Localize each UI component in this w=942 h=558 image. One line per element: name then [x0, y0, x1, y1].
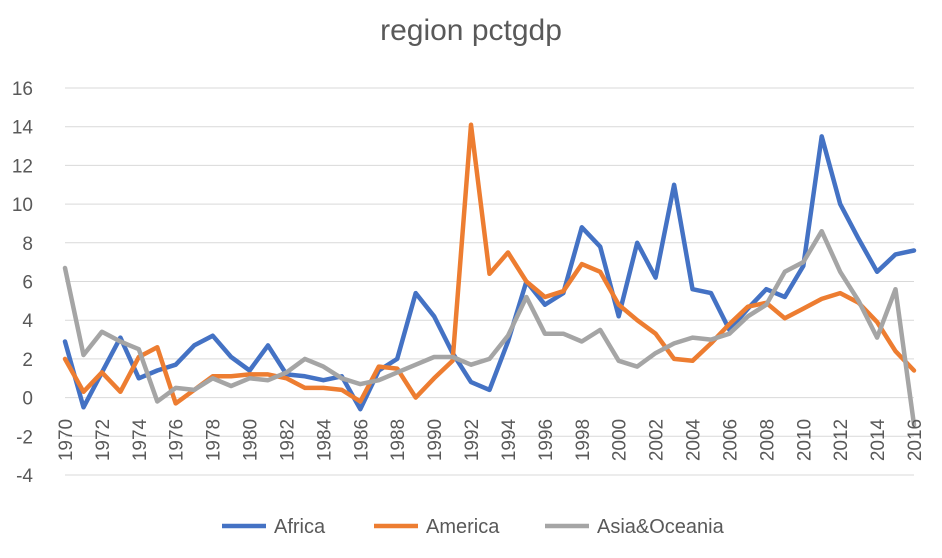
x-tick-label: 2006: [720, 419, 741, 461]
x-tick-label: 1990: [425, 419, 446, 461]
x-axis-ticks: 1970 1972 1974 1976 1978 1980 1982 1984 1986 1988…: [56, 418, 926, 461]
x-tick-label: 2000: [610, 419, 631, 461]
y-tick-label: -2: [16, 427, 33, 448]
y-tick-label: 4: [22, 311, 33, 332]
y-tick-label: 10: [12, 195, 33, 216]
x-tick-label: 1974: [130, 418, 151, 461]
x-tick-label: 1984: [314, 418, 335, 461]
x-tick-label: 1998: [573, 419, 594, 461]
y-tick-label: 6: [22, 273, 33, 294]
x-tick-label: 1978: [204, 419, 225, 461]
y-tick-label: 16: [12, 79, 33, 100]
y-tick-label: 0: [22, 389, 33, 410]
y-tick-label: 8: [22, 234, 33, 255]
x-tick-label: 1980: [241, 419, 262, 461]
legend-label: Africa: [274, 516, 326, 538]
series-line-america: [62, 122, 917, 406]
y-tick-label: 2: [22, 350, 33, 371]
x-tick-label: 2012: [831, 419, 852, 461]
x-tick-label: 2002: [647, 419, 668, 461]
x-tick-label: 1986: [351, 419, 372, 461]
y-axis-ticks: -4 -2 0 2 4 6 8 10 12 14 16: [12, 79, 34, 487]
legend-label: Asia&Oceania: [597, 516, 725, 538]
legend: Africa America Asia&Oceania: [222, 516, 725, 538]
x-tick-label: 1996: [536, 419, 557, 461]
x-tick-label: 1976: [167, 419, 188, 461]
x-tick-label: 1970: [56, 419, 77, 461]
gridlines: [65, 87, 914, 476]
x-tick-label: 1972: [93, 419, 114, 461]
x-tick-label: 2014: [868, 418, 889, 461]
x-tick-label: 1992: [462, 419, 483, 461]
x-tick-label: 1982: [277, 419, 298, 461]
x-tick-label: 2016: [905, 419, 926, 461]
legend-label: America: [426, 516, 500, 538]
x-tick-label: 2010: [794, 419, 815, 461]
x-tick-label: 2008: [757, 419, 778, 461]
chart-title: region pctgdp: [380, 14, 562, 47]
x-tick-label: 1988: [388, 419, 409, 461]
x-tick-label: 2004: [684, 418, 705, 461]
series-lines: [62, 122, 917, 427]
series-line-asia-oceania: [62, 228, 917, 427]
x-tick-label: 1994: [499, 418, 520, 461]
y-tick-label: 14: [12, 118, 34, 139]
y-tick-label: -4: [16, 466, 33, 487]
y-tick-label: 12: [12, 156, 33, 177]
